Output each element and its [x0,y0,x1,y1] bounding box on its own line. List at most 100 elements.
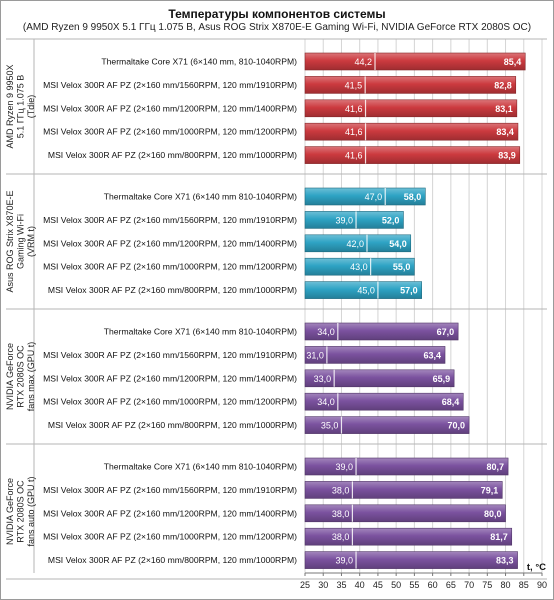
bar [304,234,412,253]
bar-max-label: 65,9 [433,374,451,384]
x-tick-label: 85 [519,580,529,590]
bar-max-label: 83,9 [498,151,516,161]
bar-min-label: 39,0 [336,462,354,472]
bar [304,52,526,71]
row-label: MSI Velox 300R AF PZ (2×160 mm/1560RPM, … [43,80,297,90]
bar-min-label: 33,0 [314,374,332,384]
bar-max-label: 83,3 [496,556,514,566]
bar-min-label: 39,0 [336,215,354,225]
bar [304,527,513,546]
row-label: MSI Velox 300R AF PZ (2×160 mm/1560RPM, … [43,350,297,360]
chart-subtitle: (AMD Ryzen 9 9950X 5.1 ГГц 1.075 В, Asus… [22,22,532,33]
bar [304,392,464,411]
row-label: MSI Velox 300R AF PZ (2×160 mm/800RPM, 1… [48,420,297,430]
row-label: Thermaltake Core X71 (6×140 mm 810-1040R… [104,327,297,337]
bar [304,281,422,299]
row-label: MSI Velox 300R AF PZ (2×160 mm/800RPM, 1… [48,150,297,160]
bar-min-label: 38,0 [332,532,350,542]
x-tick-label: 90 [537,580,547,590]
bar [304,481,503,499]
bar [304,346,446,364]
bar [304,146,521,164]
bar-max-label: 68,4 [442,397,460,407]
group-label: (VRM t) [26,226,36,257]
x-tick-label: 55 [409,580,419,590]
bar-min-label: 41,6 [345,127,363,137]
bar [304,76,517,94]
bar-max-label: 63,4 [423,350,441,360]
bar [304,369,455,388]
row-label: MSI Velox 300R AF PZ (2×160 mm/1200RPM, … [43,373,297,383]
group-label: Gaming Wi-Fi [16,214,26,269]
bar-min-label: 41,5 [345,80,363,90]
row-label: MSI Velox 300R AF PZ (2×160 mm/1560RPM, … [43,215,297,225]
bar [304,99,518,118]
x-tick-label: 50 [391,580,401,590]
x-tick-label: 35 [336,580,346,590]
group-label: RTX 2080S OC [16,480,26,543]
x-tick-label: 30 [318,580,328,590]
x-tick-label: 65 [446,580,456,590]
bar-min-label: 38,0 [332,509,350,519]
bar-max-label: 70,0 [448,421,466,431]
bar-min-label: 44,2 [354,57,372,67]
row-label: MSI Velox 300R AF PZ (2×160 mm/1200RPM, … [43,103,297,113]
bar [304,504,506,523]
row-label: Thermaltake Core X71 (6×140 mm 810-1040R… [104,192,297,202]
bar-max-label: 67,0 [437,327,455,337]
bar [304,122,519,141]
bar-max-label: 52,0 [382,215,400,225]
group-label: fans auto (GPU t) [26,476,36,546]
group-label: fans max (GPU t) [26,342,36,412]
x-axis-unit-label: t, °C [527,562,546,573]
bar-min-label: 45,0 [357,286,375,296]
bar-min-label: 47,0 [365,192,383,202]
row-label: Thermaltake Core X71 (6×140 mm 810-1040R… [104,462,297,472]
bar-min-label: 41,6 [345,151,363,161]
bar-max-label: 79,1 [481,485,499,495]
x-tick-label: 45 [373,580,383,590]
row-label: MSI Velox 300R AF PZ (2×160 mm/800RPM, 1… [48,285,297,295]
group-label: RTX 2080S OC [16,345,26,408]
row-label: MSI Velox 300R AF PZ (2×160 mm/1000RPM, … [43,262,297,272]
bar-min-label: 43,0 [350,262,368,272]
bar-min-label: 34,0 [317,397,335,407]
row-label: Thermaltake Core X71 (6×140 mm, 810-1040… [101,57,297,67]
row-label: MSI Velox 300R AF PZ (2×160 mm/1200RPM, … [43,238,297,248]
bar-min-label: 38,0 [332,485,350,495]
bar-min-label: 39,0 [336,556,354,566]
group-label: NVIDIA GeForce [5,478,15,545]
group-label: (Tdie) [26,95,36,119]
row-label: MSI Velox 300R AF PZ (2×160 mm/1000RPM, … [43,397,297,407]
bar-max-label: 80,0 [484,509,502,519]
x-tick-label: 70 [464,580,474,590]
bar-max-label: 80,7 [487,462,505,472]
bar-max-label: 82,8 [494,80,512,90]
row-label: MSI Velox 300R AF PZ (2×160 mm/1560RPM, … [43,485,297,495]
x-tick-label: 60 [428,580,438,590]
row-label: MSI Velox 300R AF PZ (2×160 mm/1200RPM, … [43,508,297,518]
bar [304,551,518,569]
x-tick-label: 80 [501,580,511,590]
group-label: 5.1 ГГц 1.075 В [16,75,26,138]
bar-max-label: 55,0 [393,262,411,272]
x-tick-label: 40 [355,580,365,590]
bar-max-label: 83,1 [495,104,513,114]
row-label: MSI Velox 300R AF PZ (2×160 mm/1000RPM, … [43,532,297,542]
bar-max-label: 58,0 [404,192,422,202]
bar-max-label: 81,7 [490,532,508,542]
bar [304,187,426,206]
bar-min-label: 35,0 [321,421,339,431]
bar [304,416,470,434]
bar-min-label: 41,6 [345,104,363,114]
bar-max-label: 83,4 [496,127,514,137]
bar-max-label: 54,0 [389,239,407,249]
chart-title: Температуры компонентов системы [168,7,386,21]
bar-max-label: 85,4 [504,57,522,67]
bar [304,257,415,276]
bar-max-label: 57,0 [400,286,418,296]
group-label: Asus ROG Strix X870E-E [5,190,15,292]
group-label: AMD Ryzen 9 9950X [5,64,15,148]
